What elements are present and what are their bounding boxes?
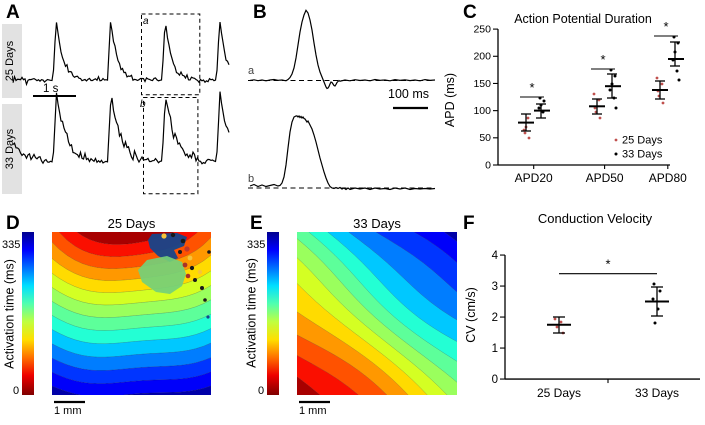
svg-text:100: 100 <box>473 105 491 117</box>
svg-text:b: b <box>248 173 254 185</box>
svg-text:1 s: 1 s <box>43 83 59 95</box>
svg-text:1 mm: 1 mm <box>299 405 327 417</box>
svg-text:*: * <box>663 19 668 34</box>
svg-text:Action Potential Duration: Action Potential Duration <box>514 12 652 26</box>
svg-text:50: 50 <box>479 132 491 144</box>
svg-text:b: b <box>140 99 146 110</box>
svg-text:25 Days: 25 Days <box>622 135 663 147</box>
svg-text:0: 0 <box>492 374 498 386</box>
svg-text:APD50: APD50 <box>586 171 624 185</box>
svg-text:*: * <box>605 257 610 272</box>
svg-text:Conduction Velocity: Conduction Velocity <box>538 211 653 226</box>
svg-text:0: 0 <box>485 159 491 171</box>
svg-text:a: a <box>143 16 149 27</box>
svg-text:33 Days: 33 Days <box>622 149 663 161</box>
svg-text:CV (cm/s): CV (cm/s) <box>465 287 478 343</box>
svg-text:250: 250 <box>473 24 491 36</box>
svg-text:150: 150 <box>473 78 491 90</box>
svg-text:*: * <box>529 80 534 95</box>
svg-text:200: 200 <box>473 51 491 63</box>
svg-text:1: 1 <box>492 343 498 355</box>
svg-text:*: * <box>600 52 605 67</box>
svg-text:APD (ms): APD (ms) <box>443 73 457 127</box>
svg-text:APD80: APD80 <box>649 171 687 185</box>
svg-text:APD20: APD20 <box>515 171 553 185</box>
svg-text:25 Days: 25 Days <box>537 386 581 400</box>
svg-text:33 Days: 33 Days <box>635 386 679 400</box>
svg-text:a: a <box>248 65 255 77</box>
svg-text:3: 3 <box>492 281 498 293</box>
svg-text:1 mm: 1 mm <box>54 405 82 417</box>
svg-text:2: 2 <box>492 312 498 324</box>
svg-text:4: 4 <box>492 250 499 262</box>
svg-text:100 ms: 100 ms <box>388 87 429 101</box>
